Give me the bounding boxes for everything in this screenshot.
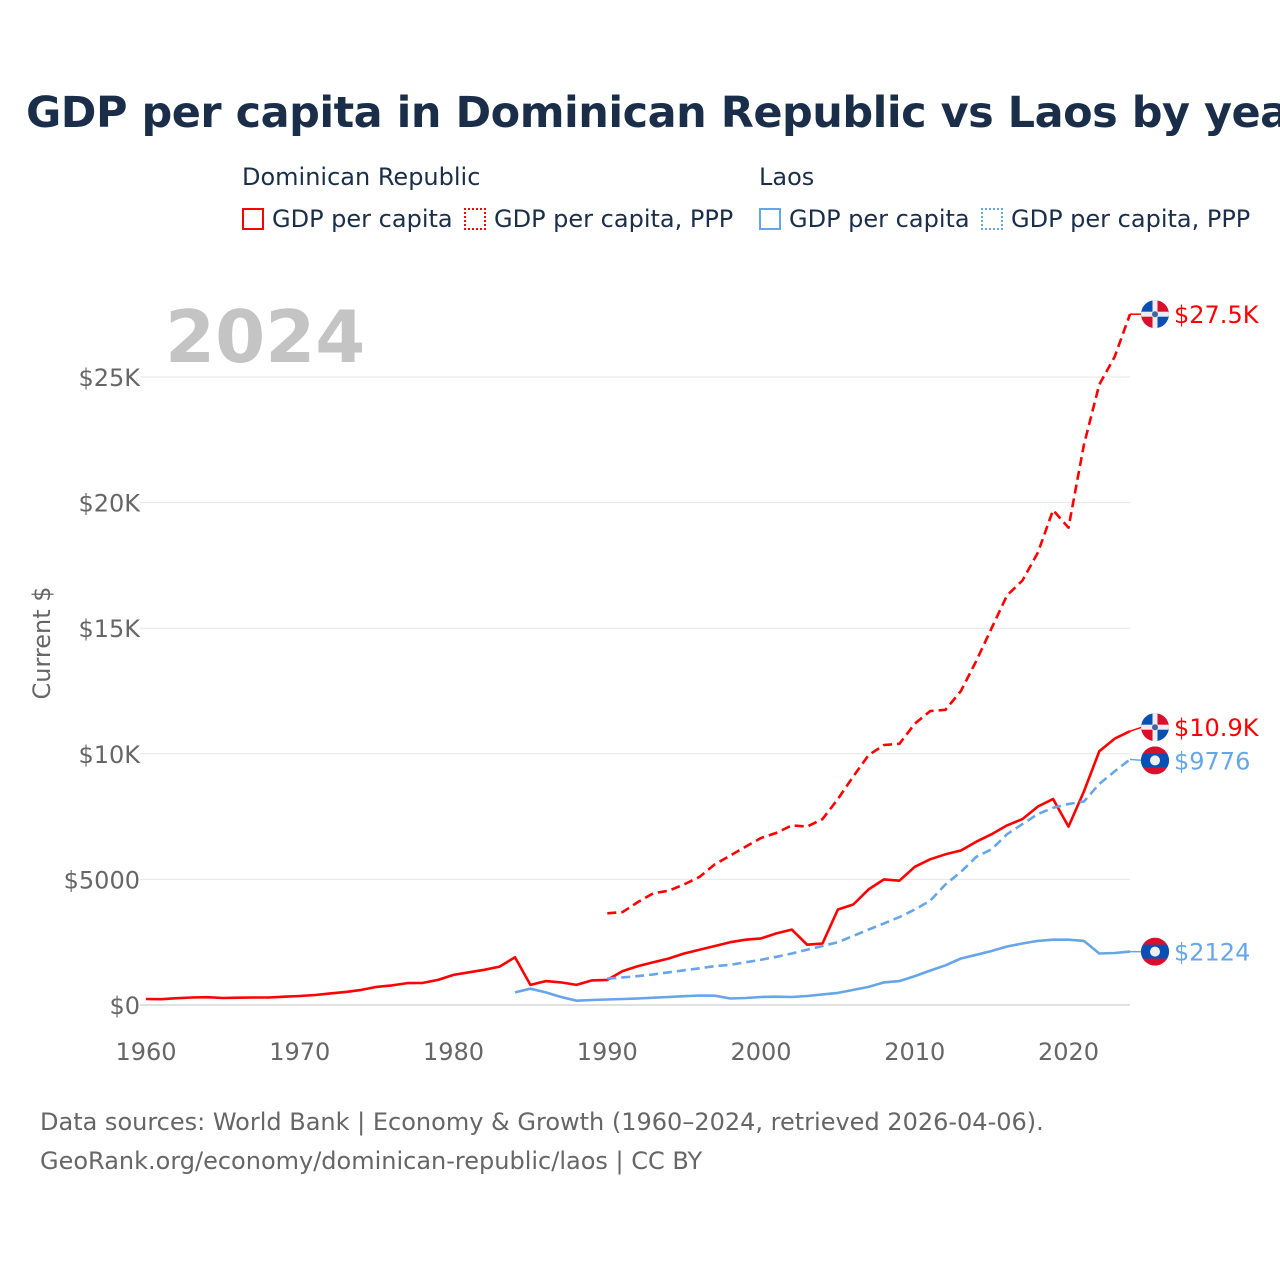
dr-gdp-line [145,730,1131,1001]
y-tick-label: $25K [78,364,141,392]
legend-laos-gdp[interactable]: GDP per capita [759,205,970,233]
laos-ppp-line [607,758,1131,980]
legend-label: GDP per capita, PPP [1011,205,1251,233]
y-axis-label: Current $ [28,586,56,699]
legend-label: GDP per capita [272,205,453,233]
legend-swatch-solid [759,208,781,230]
legend-swatch-dotted [981,208,1003,230]
laos-gdp-line [514,938,1131,1002]
flag-body [1141,746,1169,775]
flag-emblem [1152,311,1158,318]
flag-body [1141,713,1169,742]
end-value-label: $2124 [1174,939,1250,967]
legend-group-laos: Laos [759,163,815,191]
x-tick-label: 2020 [1038,1038,1099,1066]
x-tick-label: 1980 [423,1038,484,1066]
legend-dr-ppp[interactable]: GDP per capita, PPP [464,205,733,233]
x-tick-label: 2010 [884,1038,945,1066]
legend-dr-gdp[interactable]: GDP per capita [242,205,453,233]
end-value-label: $10.9K [1174,714,1260,742]
x-tick-label: 1970 [269,1038,330,1066]
chart-title: GDP per capita in Dominican Republic vs … [26,88,1280,138]
legend-label: GDP per capita, PPP [494,205,734,233]
y-tick-label: $0 [109,992,140,1020]
legend-swatch-dotted [464,208,486,230]
end-value-label: $9776 [1174,747,1250,775]
flag-emblem [1152,724,1158,731]
year-watermark: 2024 [165,295,365,379]
laos-flag-icon [1141,937,1169,966]
y-tick-label: $20K [78,490,141,518]
y-tick-label: $5000 [64,866,140,894]
x-tick-label: 1990 [577,1038,638,1066]
end-leader [1129,726,1143,732]
legend-group-dr: Dominican Republic [242,163,481,191]
dominican-republic-flag-icon [1141,713,1169,742]
y-tick-label: $10K [78,741,141,769]
flag-body [1141,300,1169,329]
footer-link[interactable]: GeoRank.org/economy/dominican-republic/l… [40,1147,703,1175]
dr-ppp-line [607,313,1132,915]
flag-disc [1150,946,1160,957]
footer-sources: Data sources: World Bank | Economy & Gro… [40,1108,1044,1136]
legend-laos-ppp[interactable]: GDP per capita, PPP [981,205,1250,233]
legend-swatch-solid [242,208,264,230]
end-leader [1129,758,1143,762]
y-tick-label: $15K [78,615,141,643]
line-chart: 2024 Current $ $0 $5000 $10K $15K $20K $25K 19… [28,295,1260,1066]
legend-label: GDP per capita [789,205,970,233]
end-value-label: $27.5K [1174,301,1260,329]
flag-disc [1150,755,1160,766]
dominican-republic-flag-icon [1141,300,1169,329]
laos-flag-icon [1141,746,1169,775]
x-tick-label: 1960 [115,1038,176,1066]
x-tick-label: 2000 [730,1038,791,1066]
flag-body [1141,937,1169,966]
